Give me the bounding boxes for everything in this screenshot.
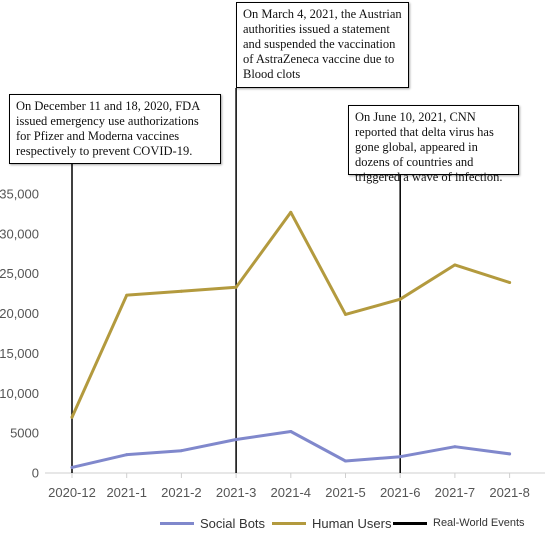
series-lines: [70, 210, 512, 469]
data-point-social-bots: [289, 430, 293, 434]
legend-swatch-social-bots: [160, 521, 194, 525]
data-point-social-bots: [344, 459, 347, 463]
event-lines: [71, 88, 401, 473]
legend-label-human-users: Human Users: [312, 515, 392, 531]
x-tick-label: 2021-5: [325, 485, 365, 500]
legend-swatch-real-world-events: [393, 521, 427, 525]
legend-item-real-world-events: Real-World Events: [393, 513, 525, 533]
data-point-social-bots: [508, 452, 512, 456]
y-tick-label: 20,000: [0, 306, 39, 321]
y-tick-label: 35,000: [0, 187, 39, 202]
series-line-social-bots: [70, 430, 512, 469]
x-tick-label: 2021-2: [161, 485, 201, 500]
legend-swatch-human-users: [272, 521, 306, 525]
y-tick-label: 5000: [10, 426, 39, 441]
data-point-human-users: [289, 210, 293, 214]
data-point-social-bots: [398, 455, 402, 459]
axes: [45, 472, 545, 478]
y-tick-labels: 0 5000 10,000 15,000 20,000 25,000 30,000 35,00…: [0, 187, 39, 481]
x-tick-label: 2020-12: [48, 485, 96, 500]
data-point-human-users: [508, 280, 512, 284]
x-tick-labels: 2020-12 2021-1 2021-2 2021-3 2021-4 2021-5 202…: [48, 485, 530, 500]
data-point-human-users: [125, 293, 129, 297]
x-tick-label: 2021-7: [435, 485, 475, 500]
series-line-human-users: [70, 210, 512, 419]
data-point-social-bots: [453, 445, 457, 449]
legend-item-human-users: Human Users: [272, 513, 391, 533]
y-tick-label: 25,000: [0, 266, 39, 281]
event-annotation-delta: On June 10, 2021, CNN reported that delt…: [348, 105, 519, 184]
x-tick-label: 2021-3: [216, 485, 256, 500]
data-point-human-users: [179, 289, 183, 293]
y-tick-label: 10,000: [0, 386, 39, 401]
data-point-human-users: [344, 312, 347, 316]
legend-label-social-bots: Social Bots: [200, 515, 266, 531]
data-point-social-bots: [125, 453, 129, 457]
y-tick-label: 0: [32, 466, 39, 481]
y-tick-label: 30,000: [0, 226, 39, 241]
y-tick-label: 15,000: [0, 346, 39, 361]
data-point-human-users: [398, 297, 402, 301]
data-point-social-bots: [234, 438, 238, 442]
legend-item-social-bots: Social Bots: [160, 513, 265, 533]
event-annotation-fda: On December 11 and 18, 2020, FDA issued …: [9, 94, 221, 164]
x-tick-label: 2021-8: [489, 485, 529, 500]
legend-label-real-world-events: Real-World Events: [433, 517, 525, 529]
data-point-human-users: [453, 263, 457, 267]
legend: Social Bots Human Users Real-World Event…: [0, 513, 550, 533]
data-point-human-users: [70, 415, 74, 419]
x-tick-label: 2021-1: [106, 485, 146, 500]
data-point-human-users: [234, 285, 238, 289]
data-point-social-bots: [70, 465, 74, 469]
x-tick-label: 2021-4: [271, 485, 311, 500]
data-point-social-bots: [179, 449, 183, 453]
event-annotation-astrazeneca: On March 4, 2021, the Austrian authoriti…: [236, 2, 409, 88]
x-tick-label: 2021-6: [380, 485, 420, 500]
